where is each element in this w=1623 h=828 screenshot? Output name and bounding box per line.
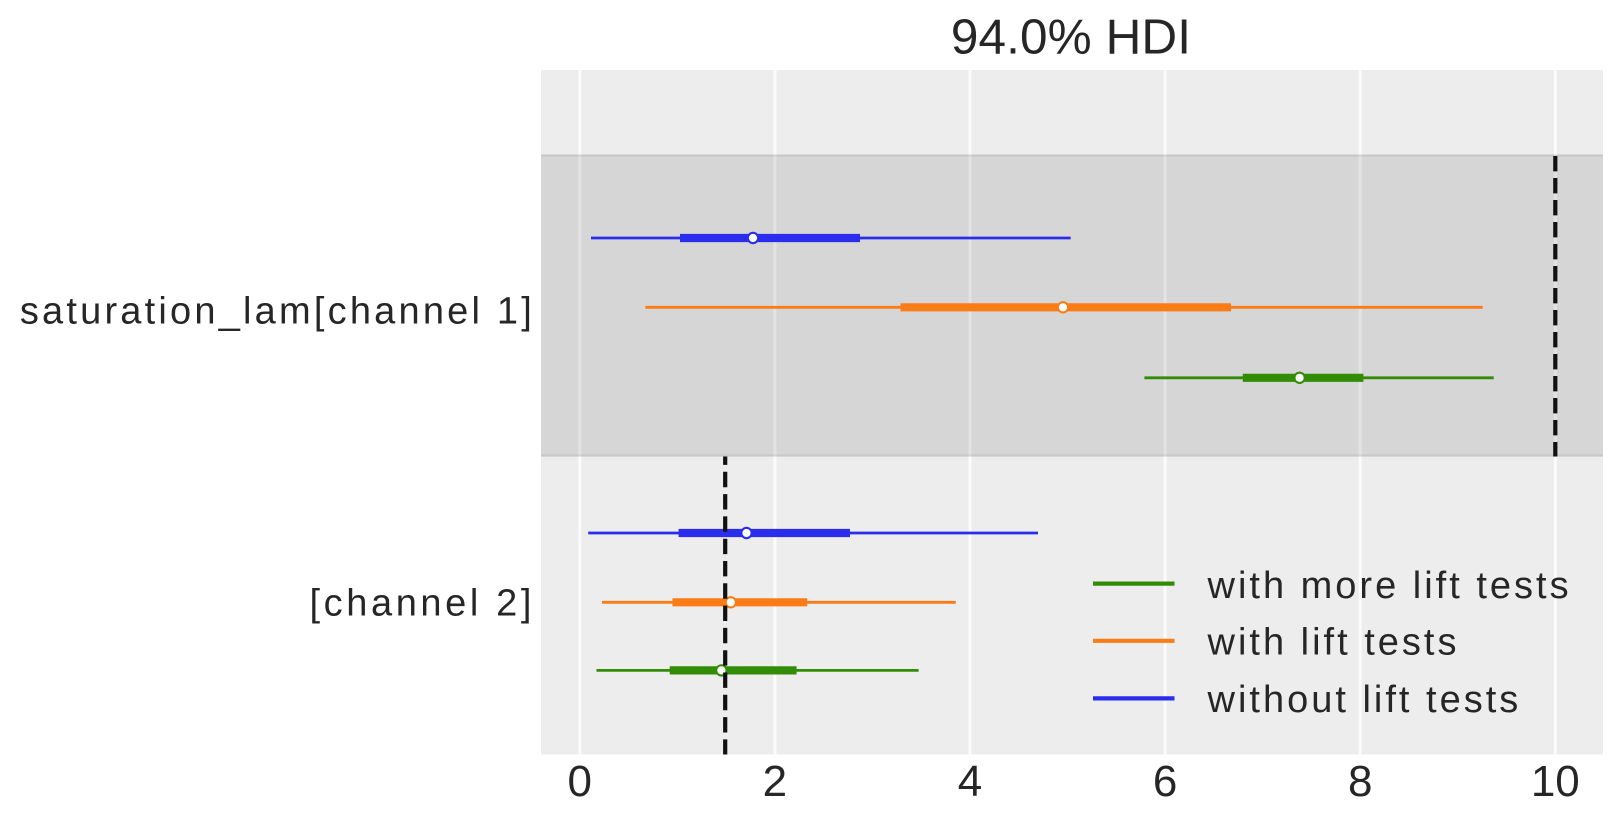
svg-text:94.0% HDI: 94.0% HDI bbox=[951, 10, 1191, 65]
svg-text:0: 0 bbox=[568, 757, 592, 806]
svg-text:with more lift tests: with more lift tests bbox=[1207, 565, 1572, 607]
svg-text:with lift tests: with lift tests bbox=[1207, 622, 1460, 664]
svg-text:8: 8 bbox=[1348, 757, 1372, 806]
svg-text:4: 4 bbox=[958, 757, 982, 806]
svg-text:saturation_lam[channel 1]: saturation_lam[channel 1] bbox=[20, 290, 535, 332]
svg-text:without lift tests: without lift tests bbox=[1207, 679, 1522, 721]
svg-text:10: 10 bbox=[1531, 757, 1580, 806]
svg-text:6: 6 bbox=[1153, 757, 1177, 806]
svg-text:[channel 2]: [channel 2] bbox=[309, 582, 535, 624]
svg-text:2: 2 bbox=[763, 757, 787, 806]
